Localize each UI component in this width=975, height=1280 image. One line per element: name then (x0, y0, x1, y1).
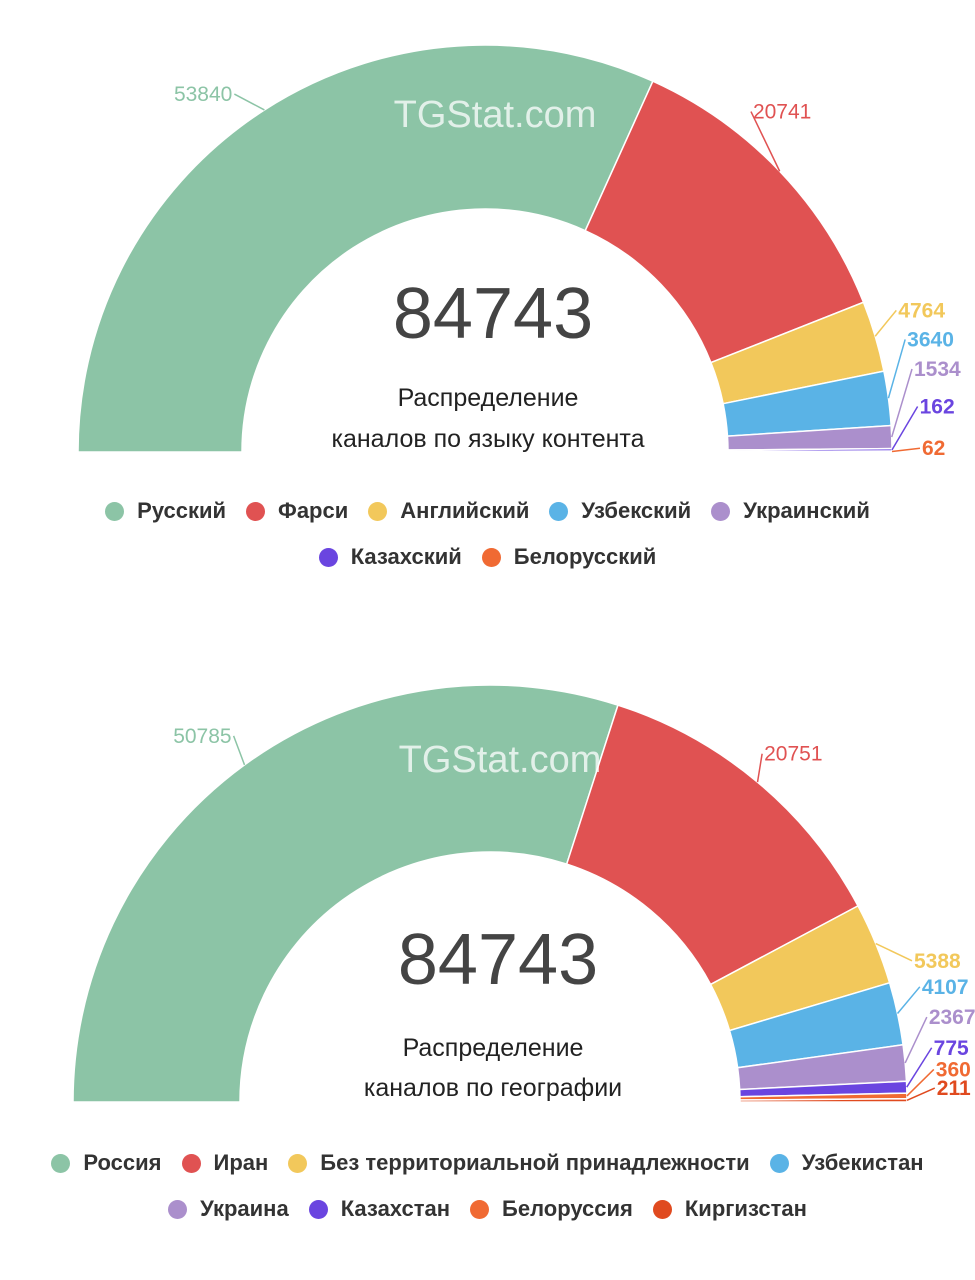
data-label-3: 4764 (898, 299, 945, 322)
data-label-2: 20741 (753, 101, 811, 124)
data-label-1: 50785 (173, 725, 231, 748)
leader-line-4 (896, 986, 921, 1015)
legend-item-1[interactable]: Россия (51, 1148, 162, 1178)
leader-line-2 (750, 111, 781, 172)
leader-line-6 (891, 406, 919, 451)
legend-item-7[interactable]: Белоруссия (470, 1194, 633, 1224)
legend-dot-icon (168, 1199, 188, 1219)
watermark-text: TGStat.com (394, 94, 597, 136)
leader-line-7 (891, 447, 921, 453)
legend-label: Белоруссия (502, 1196, 633, 1221)
legend-item-5[interactable]: Украинский (711, 496, 870, 526)
legend-item-8[interactable]: Киргизстан (652, 1194, 807, 1224)
legend-item-3[interactable]: Без территориальной принадлежности (288, 1148, 750, 1178)
data-label-3: 5388 (914, 950, 961, 973)
legend-label: Белорусский (513, 544, 657, 569)
data-label-8: 211 (937, 1077, 971, 1100)
legend-label: Украина (200, 1196, 289, 1221)
data-label-6: 775 (934, 1037, 969, 1060)
chart-title-line-1: Распределение (398, 384, 579, 412)
leader-line-1 (233, 93, 265, 111)
slice-1 (72, 684, 619, 1103)
legend-dot-icon (105, 501, 125, 521)
data-label-6: 162 (920, 396, 955, 419)
data-label-2: 20751 (764, 743, 822, 766)
watermark-text: TGStat.com (399, 739, 602, 781)
leader-line-4 (887, 339, 906, 399)
legend-dot-icon (549, 501, 569, 521)
legend-label: Русский (137, 498, 227, 523)
legend-item-2[interactable]: Иран (181, 1148, 269, 1178)
leader-line-8 (906, 1087, 936, 1102)
slice-1 (77, 44, 654, 453)
legend-item-5[interactable]: Украина (168, 1194, 289, 1224)
legend-item-6[interactable]: Казахстан (308, 1194, 451, 1224)
data-label-5: 1534 (914, 358, 961, 381)
language-legend: Русский Фарси Английский Узбекский Украински… (0, 496, 975, 572)
legend-item-6[interactable]: Казахский (318, 542, 462, 572)
leader-line-7 (906, 1068, 935, 1097)
legend-label: Английский (400, 498, 530, 523)
language-donut-svg: TGStat.com 84743 Распределение каналов по я… (77, 44, 961, 460)
legend-label: Без территориальной принадлежности (320, 1150, 750, 1175)
total-count: 84743 (398, 920, 598, 1000)
chart-title-line-2: каналов по языку контента (331, 425, 644, 453)
geography-legend: Россия Иран Без территориальной принадлежн… (0, 1148, 975, 1224)
legend-label: Россия (83, 1150, 162, 1175)
legend-item-2[interactable]: Фарси (246, 496, 348, 526)
legend-dot-icon (246, 501, 266, 521)
legend-item-7[interactable]: Белорусский (481, 542, 657, 572)
legend-dot-icon (769, 1153, 789, 1173)
slice-7 (727, 450, 893, 453)
legend-dot-icon (711, 501, 731, 521)
leader-line-1 (232, 735, 246, 766)
chart-title-line-2: каналов по географии (364, 1074, 622, 1102)
legend-item-4[interactable]: Узбекистан (769, 1148, 924, 1178)
geography-distribution-chart: TGStat.com 84743 Распределение каналов по г… (0, 640, 975, 1280)
legend-dot-icon (288, 1153, 308, 1173)
legend-dot-icon (481, 547, 501, 567)
legend-dot-icon (318, 547, 338, 567)
data-label-4: 4107 (922, 976, 969, 999)
data-label-7: 62 (922, 437, 945, 460)
leader-line-6 (906, 1047, 933, 1088)
legend-label: Киргизстан (684, 1196, 807, 1221)
legend-dot-icon (652, 1199, 672, 1219)
leader-line-2 (756, 753, 763, 783)
legend-dot-icon (181, 1153, 201, 1173)
data-label-5: 2367 (929, 1006, 975, 1029)
legend-item-3[interactable]: Английский (368, 496, 529, 526)
legend-label: Узбекский (581, 498, 692, 523)
legend-label: Украинский (743, 498, 870, 523)
legend-dot-icon (51, 1153, 71, 1173)
legend-label: Иран (213, 1150, 269, 1175)
chart-title-line-1: Распределение (403, 1034, 584, 1062)
data-label-4: 3640 (907, 328, 954, 351)
leader-line-5 (891, 368, 913, 438)
legend-dot-icon (308, 1199, 328, 1219)
legend-dot-icon (368, 501, 388, 521)
legend-label: Узбекистан (801, 1150, 924, 1175)
slice-8 (739, 1097, 908, 1103)
legend-label: Казахский (350, 544, 462, 569)
leader-line-3 (875, 942, 913, 962)
leader-line-3 (874, 309, 897, 337)
data-label-7: 360 (936, 1058, 971, 1081)
legend-dot-icon (470, 1199, 490, 1219)
geography-donut-svg: TGStat.com 84743 Распределение каналов по г… (72, 684, 975, 1103)
legend-label: Фарси (278, 498, 349, 523)
legend-item-1[interactable]: Русский (105, 496, 226, 526)
data-label-1: 53840 (174, 83, 232, 106)
legend-label: Казахстан (340, 1196, 451, 1221)
legend-item-4[interactable]: Узбекский (549, 496, 691, 526)
leader-line-5 (904, 1016, 928, 1064)
total-count: 84743 (393, 274, 593, 354)
language-distribution-chart: TGStat.com 84743 Распределение каналов по я… (0, 0, 975, 620)
